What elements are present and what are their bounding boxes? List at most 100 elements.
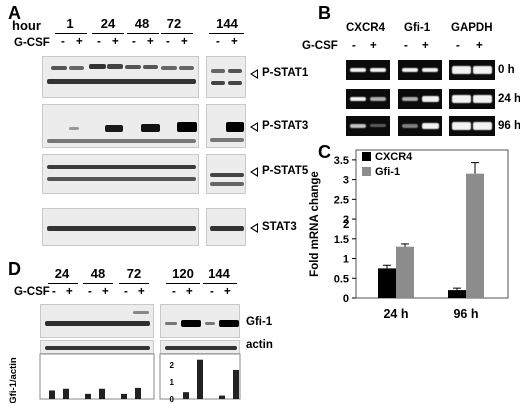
y-tick-label: 3.5 <box>334 155 349 167</box>
panel-b-label: B <box>318 3 331 23</box>
y-tick-label: 1.5 <box>334 234 349 246</box>
y-tick-label: 1 <box>343 254 349 266</box>
time-d-144: 144 <box>208 266 230 281</box>
label-actin: actin <box>246 339 273 351</box>
blot-pstat1-right <box>206 56 246 98</box>
sign-d-0: - <box>52 286 56 298</box>
blot-stat3-right <box>206 208 246 246</box>
gene-gfi1: Gfi-1 <box>404 22 431 34</box>
time-96h: 96 h <box>498 120 520 132</box>
label-stat3: STAT3 <box>262 221 297 233</box>
hour-label: hour <box>12 18 41 33</box>
x-tick-label: 24 h <box>383 307 408 321</box>
sign-d-5: + <box>138 286 145 298</box>
bar-cxcr4-1 <box>448 290 466 298</box>
sign-b-0: - <box>352 40 356 52</box>
sign-a-5: + <box>147 36 154 48</box>
sign-d-9: + <box>224 286 231 298</box>
time-d-48: 48 <box>90 266 106 281</box>
ratio-bar-6 <box>183 392 189 399</box>
gel-cxcr4-96h <box>346 116 390 136</box>
sign-a-2: - <box>97 36 101 48</box>
gel-gapdh-0h <box>449 60 495 80</box>
sign-a-3: + <box>112 36 119 48</box>
y-tick-label: 2.5 <box>334 194 349 206</box>
sign-d-3: + <box>102 286 109 298</box>
blot-pstat5-left <box>42 154 199 194</box>
sign-d-1: + <box>66 286 73 298</box>
gel-cxcr4-0h <box>346 60 390 80</box>
sign-a-6: - <box>166 36 170 48</box>
time-underline-48 <box>83 283 113 284</box>
gcsf-label-a: G-CSF <box>14 37 50 49</box>
ratio-y-label: Gfi-1/actin <box>8 357 19 403</box>
time-underline-72 <box>119 283 149 284</box>
ratio-bar-8 <box>219 395 225 399</box>
ratio-bar-0 <box>49 390 55 399</box>
blot-pstat3-right <box>206 104 246 148</box>
gel-gapdh-24h <box>449 89 495 109</box>
label-pstat5: P-STAT5 <box>262 165 309 177</box>
sign-d-8: - <box>210 286 214 298</box>
blot-pstat1-left <box>42 56 199 98</box>
hour-underline-1 <box>55 33 87 34</box>
blot-stat3-left <box>42 208 199 246</box>
ratio-bar-1 <box>63 388 69 399</box>
gcsf-label-d: G-CSF <box>14 286 50 298</box>
panel-d-label: D <box>8 259 21 279</box>
gel-cxcr4-24h <box>346 89 390 109</box>
label-gfi1-blot: Gfi-1 <box>246 316 273 328</box>
bar-gfi-1-1 <box>466 173 484 298</box>
gene-gapdh: GAPDH <box>451 22 493 34</box>
arrow-pstat1-icon <box>250 69 258 79</box>
blot-gfi1-left <box>40 304 154 338</box>
ratio-bar-4 <box>121 393 127 399</box>
arrow-stat3-icon <box>250 223 258 233</box>
ratio-bar-7 <box>197 359 203 399</box>
ratio-y-tick: 0 <box>170 395 175 403</box>
gel-gapdh-96h <box>449 116 495 136</box>
hour-1: 1 <box>66 16 74 31</box>
ratio-y-tick: 1 <box>170 378 175 387</box>
sign-b-2: - <box>404 40 408 52</box>
chart-annotation: 2 <box>343 219 350 231</box>
ratio-bar-2 <box>85 393 91 399</box>
time-d-120: 120 <box>172 266 194 281</box>
arrow-pstat3-icon <box>250 122 258 132</box>
time-d-24: 24 <box>54 266 70 281</box>
ratio-bar-chart: Gfi-1/actin 2 1 0 <box>8 353 241 403</box>
label-pstat3: P-STAT3 <box>262 120 309 132</box>
blot-pstat3-left <box>42 104 199 148</box>
label-pstat1: P-STAT1 <box>262 67 309 79</box>
x-tick-label: 96 h <box>453 307 478 321</box>
sign-d-7: + <box>186 286 193 298</box>
bar-gfi-1-0 <box>396 246 414 298</box>
hour-144: 144 <box>216 16 238 31</box>
time-underline-144 <box>203 283 237 284</box>
time-0h: 0 h <box>498 64 515 76</box>
time-underline-120 <box>166 283 200 284</box>
y-axis-label: Fold mRNA change <box>309 171 321 277</box>
gel-gfi1-96h <box>398 116 442 136</box>
sign-a-8: - <box>216 36 220 48</box>
time-d-72: 72 <box>126 266 142 281</box>
hour-48: 48 <box>134 16 150 31</box>
sign-a-1: + <box>76 36 83 48</box>
arrow-pstat5-icon <box>250 167 258 177</box>
blot-gfi1-right <box>160 304 240 338</box>
bar-chart-fold-mrna: 0 0.5 1 1.5 2 2.5 3 3.5 Fold mRNA change 24 h 96 h… <box>309 149 509 321</box>
sign-d-2: - <box>88 286 92 298</box>
panel-a-label: A <box>8 3 21 23</box>
gel-gfi1-24h <box>398 89 442 109</box>
y-tick-label: 0.5 <box>334 273 349 285</box>
panel-c-label: C <box>318 142 331 162</box>
ratio-bar-5 <box>135 387 141 399</box>
sign-a-0: - <box>61 36 65 48</box>
ratio-bar-3 <box>99 388 105 399</box>
time-underline-24 <box>48 283 78 284</box>
sign-a-7: + <box>181 36 188 48</box>
blot-pstat5-right <box>206 154 246 194</box>
sign-d-4: - <box>124 286 128 298</box>
sign-b-5: + <box>476 40 483 52</box>
y-tick-label: 3 <box>343 175 349 187</box>
